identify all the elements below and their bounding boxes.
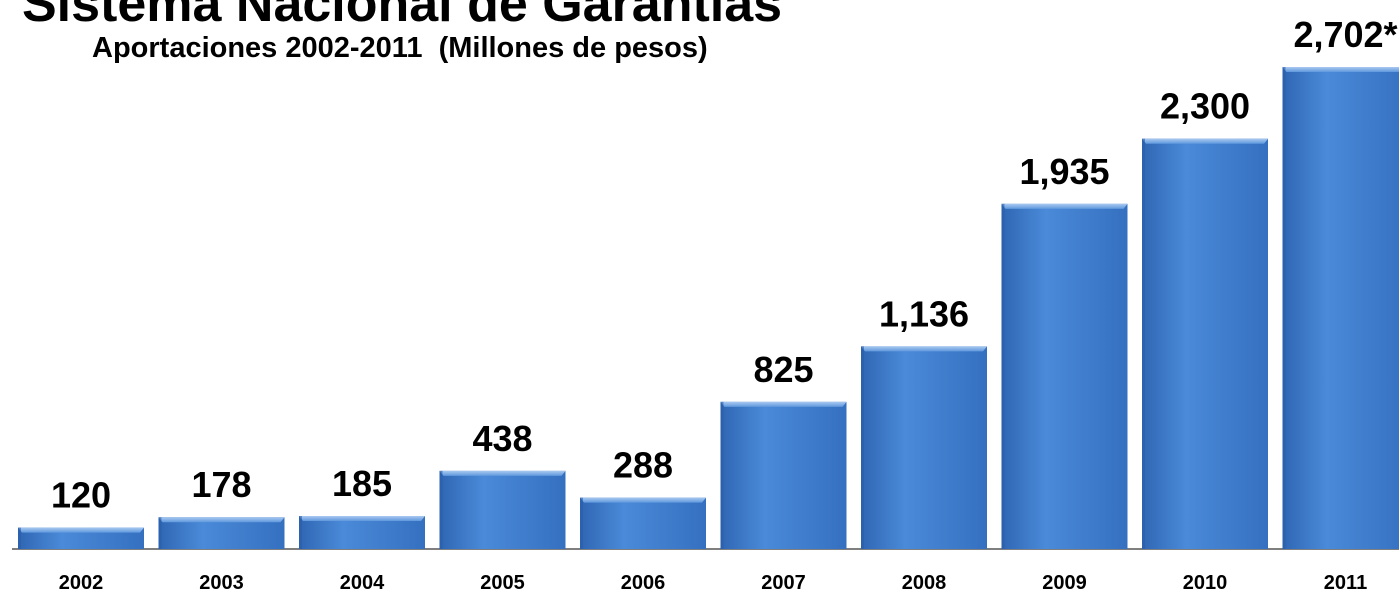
bar-body [299,515,425,549]
bar-2008 [861,346,987,549]
value-label-2007: 825 [753,349,813,390]
bar-body [18,527,144,549]
bar-bevel [1001,203,1128,209]
bar-bevel [18,527,144,533]
bar-2004 [299,515,425,549]
bar-body [1282,67,1399,549]
bar-body [439,470,566,549]
x-tick-label-2005: 2005 [480,572,525,593]
x-tick-label-2008: 2008 [902,572,947,593]
bar-2005 [439,470,566,549]
bar-2003 [158,517,285,549]
bar-2007 [720,401,847,549]
bar-edge [299,515,302,549]
bar-2011 [1282,67,1399,549]
x-tick-label-2003: 2003 [199,572,244,593]
x-tick-label-2006: 2006 [621,572,666,593]
bar-2009 [1001,203,1128,549]
bar-2006 [580,497,706,549]
value-label-2006: 288 [613,445,673,486]
bar-bevel [1142,138,1268,144]
bar-bevel [720,401,847,407]
bar-edge [861,346,864,549]
bar-bevel [439,470,566,476]
value-label-2009: 1,935 [1019,151,1109,192]
bar-body [158,517,285,549]
bar-edge [1142,138,1145,550]
bar-body [1001,203,1128,549]
bar-body [720,401,847,549]
value-label-2003: 178 [191,464,251,505]
value-label-2002: 120 [51,475,111,516]
bar-bevel [158,517,285,523]
value-label-2008: 1,136 [879,293,969,334]
bar-bevel [580,497,706,503]
x-tick-label-2009: 2009 [1042,572,1087,593]
bar-edge [580,497,583,549]
bar-edge [158,517,162,549]
value-label-2005: 438 [472,418,532,459]
bar-edge [720,401,724,549]
value-label-2010: 2,300 [1160,86,1250,127]
value-label-2004: 185 [332,463,392,504]
x-tick-label-2004: 2004 [340,572,385,593]
bar-body [861,346,987,549]
bar-body [1142,138,1268,550]
x-tick-label-2007: 2007 [761,572,806,593]
bar-2002 [18,527,144,549]
value-label-2011: 2,702* [1293,14,1397,55]
bar-2010 [1142,138,1268,550]
x-tick-label-2011: 2011 [1324,572,1367,593]
bar-edge [439,470,443,549]
bar-edge [1001,203,1005,549]
x-tick-label-2002: 2002 [59,572,104,593]
bar-bevel [1282,67,1399,72]
bar-edge [18,527,21,549]
bar-body [580,497,706,549]
bar-edge [1282,67,1286,549]
chart-title: Sistema Nacional de Garantías [22,0,783,33]
bar-bevel [861,346,987,352]
bar-bevel [299,515,425,521]
chart-subtitle: Aportaciones 2002-2011 (Millones de peso… [92,32,708,64]
x-tick-label-2010: 2010 [1183,572,1228,593]
